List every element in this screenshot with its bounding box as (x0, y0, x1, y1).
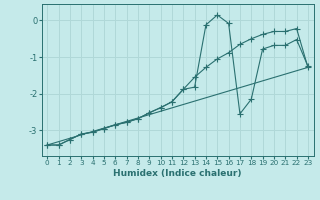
X-axis label: Humidex (Indice chaleur): Humidex (Indice chaleur) (113, 169, 242, 178)
